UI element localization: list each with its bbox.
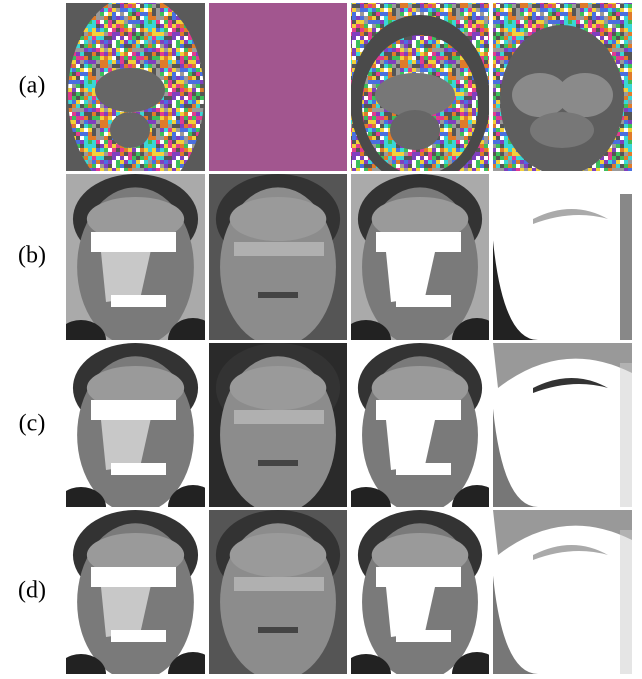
mouth-highlight: [111, 630, 166, 642]
face-image: [493, 343, 632, 507]
noisy-face: [350, 3, 490, 185]
page: (a) (b) (c) (d) (() => { const data = JS…: [0, 0, 642, 674]
right-edge: [620, 363, 632, 507]
face-image: [341, 510, 502, 674]
mouth-highlight: [111, 463, 166, 475]
face-image: [209, 174, 347, 347]
eye-highlight: [376, 567, 461, 587]
eye-highlight: [376, 232, 461, 252]
uniform-image: [209, 3, 347, 171]
row-label: (d): [18, 578, 46, 604]
face-image: [493, 510, 632, 674]
face-image: [56, 510, 218, 674]
forehead: [230, 366, 327, 410]
row-label: (c): [19, 411, 46, 437]
eyes: [234, 577, 324, 591]
mouth-highlight: [396, 295, 451, 307]
face-patch: [390, 110, 440, 150]
face-patch: [557, 73, 613, 117]
noisy-face: [493, 3, 632, 175]
face-grid: [56, 174, 632, 674]
mouth-highlight: [396, 463, 451, 475]
face-image: [56, 343, 218, 529]
figure: (a) (b) (c) (d): [0, 0, 642, 674]
face-image: [56, 174, 218, 362]
forehead: [230, 533, 327, 577]
eye-highlight: [91, 232, 176, 252]
mouth-highlight: [396, 630, 451, 642]
face-patch: [530, 112, 594, 148]
face-image: [209, 343, 347, 514]
right-edge: [620, 530, 632, 674]
eye-highlight: [91, 567, 176, 587]
face-image: [209, 510, 347, 674]
mouth: [258, 627, 298, 633]
row-label: (b): [18, 243, 46, 269]
bg: [493, 174, 632, 340]
right-edge: [620, 194, 632, 340]
face-image: [341, 343, 502, 529]
mouth: [258, 292, 298, 298]
eyes: [234, 242, 324, 256]
eyes: [234, 410, 324, 424]
face-image: [493, 174, 632, 340]
eye-highlight: [91, 400, 176, 420]
forehead: [230, 197, 327, 241]
row-label: (a): [19, 73, 46, 99]
face-patch: [95, 68, 165, 112]
face-patch: [110, 112, 150, 148]
mouth: [258, 460, 298, 466]
eye-highlight: [376, 400, 461, 420]
face-image: [341, 174, 502, 362]
mouth-highlight: [111, 295, 166, 307]
noisy-face: [66, 0, 205, 195]
